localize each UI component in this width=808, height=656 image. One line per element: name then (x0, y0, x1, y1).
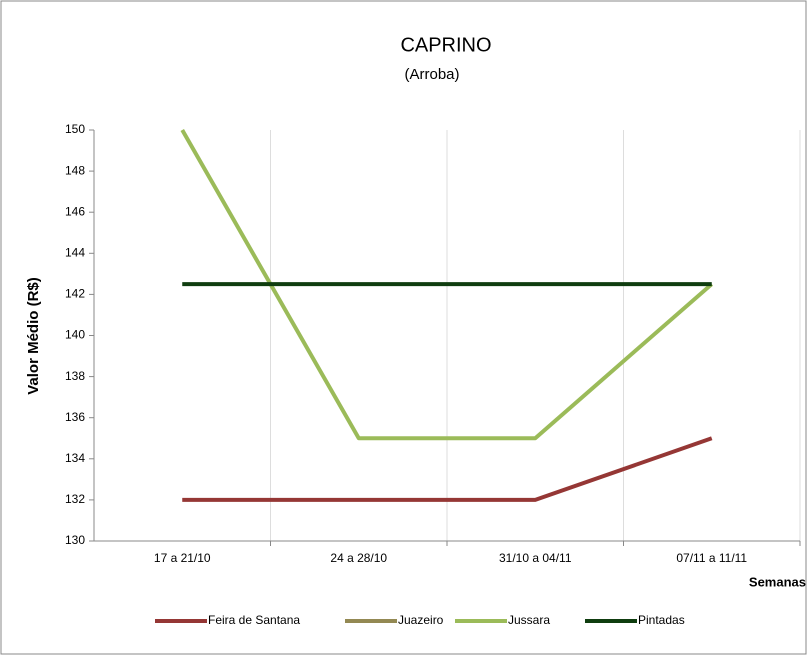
y-tick-label: 148 (65, 163, 85, 177)
legend-label: Juazeiro (398, 613, 444, 627)
y-tick-label: 150 (65, 122, 85, 136)
y-tick-label: 144 (65, 245, 85, 259)
y-axis-label: Valor Médio (R$) (25, 277, 42, 395)
x-tick-label: 31/10 a 04/11 (499, 551, 572, 565)
legend-label: Feira de Santana (208, 613, 300, 627)
y-tick-label: 136 (65, 410, 85, 424)
legend-label: Pintadas (638, 613, 685, 627)
y-tick-label: 146 (65, 204, 85, 218)
legend-label: Jussara (508, 613, 550, 627)
series-line (182, 436, 713, 502)
x-tick-label: 24 a 28/10 (330, 551, 387, 565)
x-tick-label: 07/11 a 11/11 (676, 551, 747, 565)
chart-subtitle: (Arroba) (404, 66, 459, 83)
x-axis-label: Semanas (749, 574, 806, 589)
y-tick-label: 132 (65, 492, 85, 506)
y-tick-label: 130 (65, 533, 85, 547)
x-tick-label: 17 a 21/10 (154, 551, 211, 565)
chart-title: CAPRINO (400, 34, 491, 56)
y-tick-label: 140 (65, 328, 85, 342)
y-tick-label: 138 (65, 369, 85, 383)
y-tick-label: 134 (65, 451, 85, 465)
y-tick-label: 142 (65, 287, 85, 301)
